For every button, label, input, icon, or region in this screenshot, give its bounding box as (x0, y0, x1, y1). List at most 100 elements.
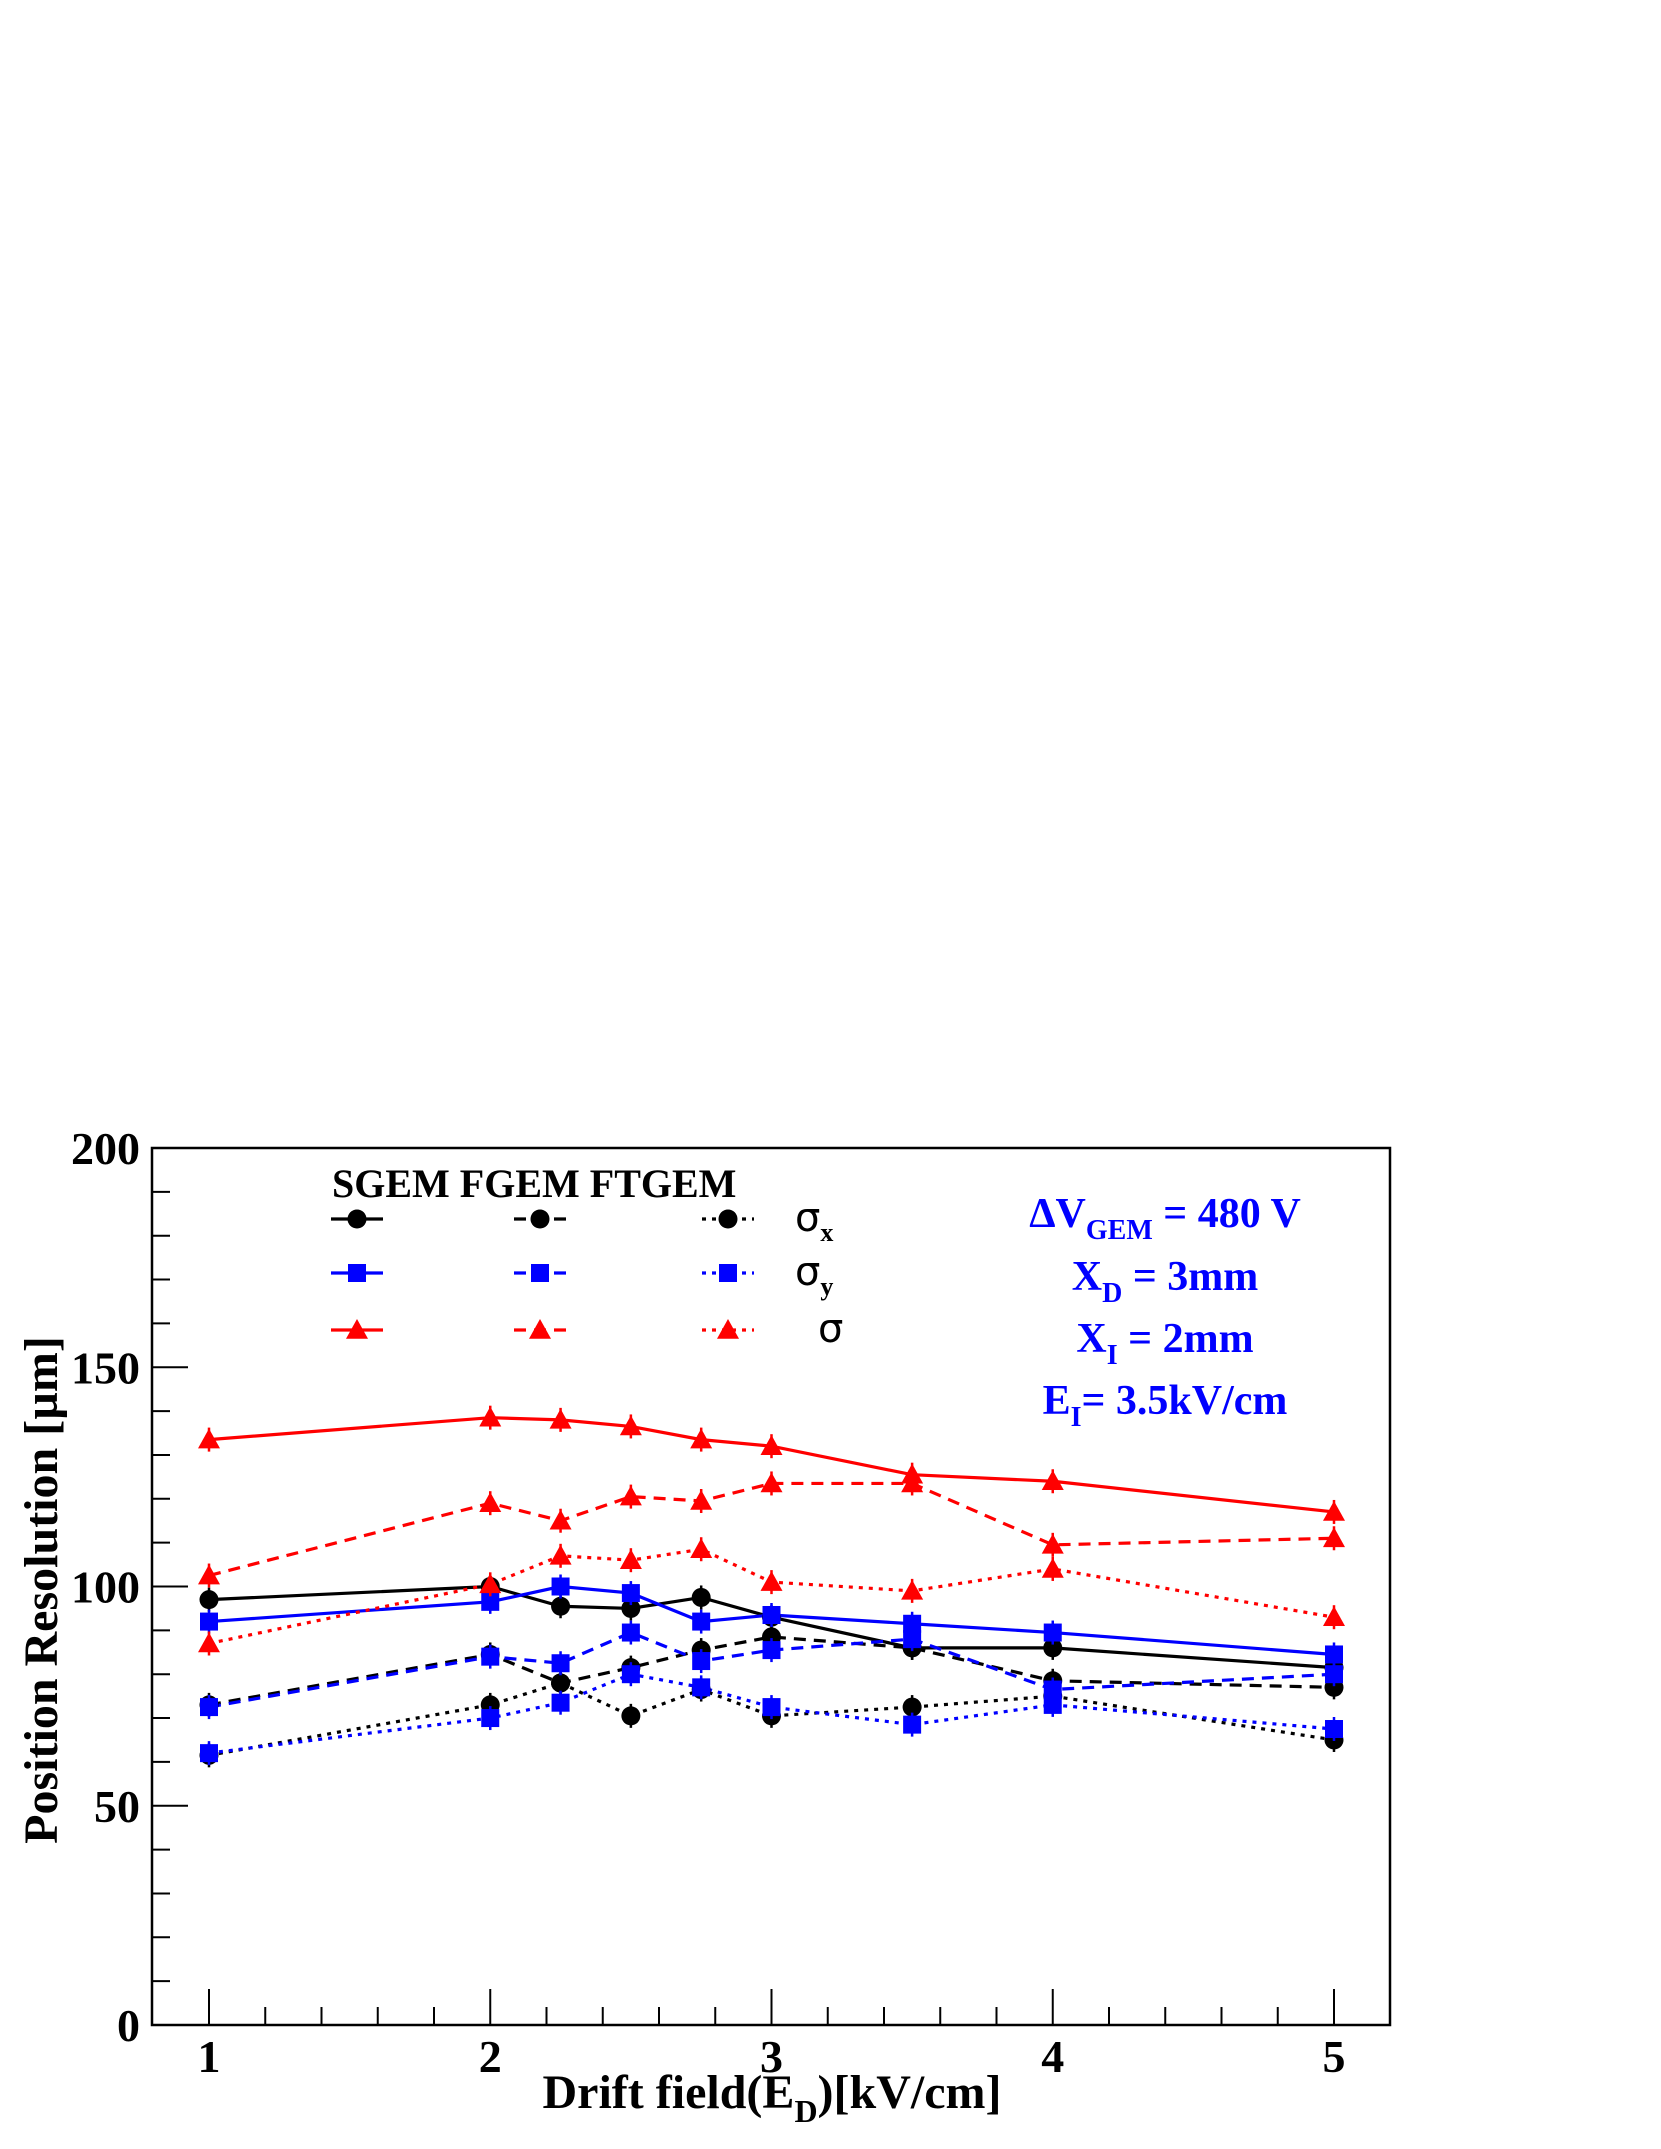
legend-marker (717, 1319, 739, 1339)
x-tick-label: 5 (1323, 2031, 1346, 2082)
data-point-ftgem-square (200, 1744, 218, 1763)
data-point-sgem-triangle (549, 1408, 572, 1429)
data-point-sgem-square (903, 1614, 922, 1633)
data-point-ftgem-circle (621, 1706, 641, 1726)
series-markers (198, 1405, 1345, 1768)
x-axis-label-tail: )[kV/cm] (818, 2066, 1002, 2119)
data-point-ftgem-triangle (760, 1571, 783, 1591)
legend-marker (529, 1319, 551, 1339)
y-tick-label: 50 (94, 1781, 140, 1832)
data-point-fgem-triangle (690, 1489, 713, 1510)
data-point-sgem-square (551, 1577, 570, 1596)
data-point-fgem-triangle (619, 1485, 642, 1506)
x-tick-label: 1 (198, 2031, 221, 2082)
legend-marker (531, 1264, 549, 1282)
data-point-fgem-square (1325, 1665, 1343, 1684)
annotation-line: EI= 3.5kV/cm (1043, 1378, 1288, 1433)
series-line-sgem-triangle (208, 1416, 1335, 1514)
data-point-sgem-triangle (479, 1406, 502, 1427)
x-axis-label-sub: D (794, 2093, 817, 2129)
data-point-ftgem-square (1043, 1695, 1062, 1714)
series-line-fgem-triangle (208, 1481, 1335, 1578)
x-axis-label-main: Drift field(E (543, 2066, 795, 2119)
data-point-ftgem-triangle (549, 1544, 572, 1565)
axis-tick-labels: 0 50 100 150 200 1 2 3 4 5 (71, 1123, 1346, 2082)
data-point-sgem-square (200, 1612, 218, 1631)
data-point-ftgem-square (762, 1698, 781, 1717)
data-point-sgem-square (1325, 1645, 1343, 1664)
data-point-sgem-square (621, 1584, 640, 1603)
data-point-ftgem-square (1325, 1720, 1343, 1739)
data-point-fgem-square (1043, 1680, 1062, 1699)
data-point-sgem-square (481, 1592, 500, 1611)
data-point-fgem-triangle (760, 1472, 783, 1493)
data-point-sgem-circle (691, 1587, 711, 1607)
data-point-sgem-triangle (1323, 1500, 1345, 1521)
legend-label: σy (795, 1249, 833, 1301)
data-point-fgem-triangle (479, 1492, 502, 1512)
data-point-ftgem-triangle (198, 1632, 220, 1653)
annotation-block: ΔVGEM = 480 V XD = 3mm XI = 2mm EI= 3.5kV/c… (1029, 1191, 1301, 1433)
annotation-line: ΔVGEM = 480 V (1029, 1191, 1301, 1246)
x-tick-label: 4 (1041, 2031, 1064, 2082)
data-point-fgem-square (692, 1652, 711, 1671)
data-point-ftgem-circle (902, 1697, 922, 1717)
data-point-fgem-square (551, 1654, 570, 1673)
data-point-sgem-square (692, 1612, 711, 1631)
data-point-ftgem-triangle (690, 1538, 713, 1559)
x-tick-label: 3 (760, 2031, 783, 2082)
data-point-sgem-circle (1043, 1638, 1063, 1658)
data-point-fgem-triangle (549, 1509, 572, 1530)
annotation-line: XD = 3mm (1072, 1254, 1258, 1309)
data-point-sgem-square (1043, 1623, 1062, 1642)
legend-label: σ (818, 1306, 843, 1352)
legend-header: SGEM FGEM FTGEM (332, 1161, 736, 1206)
x-tick-label: 2 (479, 2031, 502, 2082)
data-point-ftgem-triangle (619, 1549, 642, 1569)
legend-label: σx (795, 1195, 833, 1247)
data-point-sgem-circle (551, 1596, 571, 1616)
data-point-sgem-triangle (198, 1428, 220, 1449)
data-point-fgem-triangle (198, 1564, 220, 1585)
axis-ticks (152, 1147, 1335, 2026)
data-point-sgem-square (762, 1606, 781, 1625)
data-point-ftgem-square (903, 1715, 922, 1734)
data-point-fgem-square (481, 1647, 500, 1666)
data-point-sgem-circle (621, 1598, 641, 1618)
data-point-ftgem-square (621, 1665, 640, 1684)
data-point-ftgem-circle (551, 1673, 571, 1693)
data-point-fgem-square (621, 1623, 640, 1642)
data-point-ftgem-triangle (479, 1573, 502, 1594)
data-point-sgem-triangle (619, 1415, 642, 1436)
data-point-fgem-triangle (1323, 1527, 1345, 1548)
legend-marker (530, 1209, 550, 1229)
y-axis-label: Position Resolution [µm] (15, 1336, 68, 1844)
legend-marker (718, 1209, 738, 1229)
data-point-ftgem-triangle (1041, 1557, 1064, 1578)
y-tick-label: 200 (71, 1123, 140, 1174)
y-tick-label: 100 (71, 1562, 140, 1613)
series-line-ftgem-triangle (208, 1547, 1335, 1646)
data-point-fgem-triangle (901, 1472, 924, 1493)
data-point-fgem-triangle (1041, 1533, 1064, 1554)
legend-marker (346, 1319, 368, 1339)
legend-marker (719, 1264, 737, 1282)
data-point-sgem-circle (199, 1590, 219, 1610)
data-point-fgem-square (903, 1630, 922, 1649)
data-point-sgem-triangle (690, 1428, 713, 1449)
data-point-sgem-triangle (760, 1435, 783, 1455)
data-point-ftgem-square (481, 1709, 500, 1728)
data-point-ftgem-square (692, 1678, 711, 1697)
data-point-fgem-square (200, 1698, 218, 1717)
data-point-ftgem-square (551, 1693, 570, 1712)
data-point-sgem-triangle (1041, 1470, 1064, 1491)
data-point-ftgem-triangle (1323, 1606, 1345, 1626)
annotation-line: XI = 2mm (1076, 1316, 1253, 1371)
x-axis-label: Drift field(ED)[kV/cm] (543, 2066, 1002, 2129)
data-point-ftgem-triangle (901, 1579, 924, 1600)
y-tick-label: 150 (71, 1342, 140, 1393)
legend-marker (348, 1264, 366, 1282)
legend-marker (347, 1209, 367, 1229)
y-tick-label: 0 (117, 2000, 140, 2051)
